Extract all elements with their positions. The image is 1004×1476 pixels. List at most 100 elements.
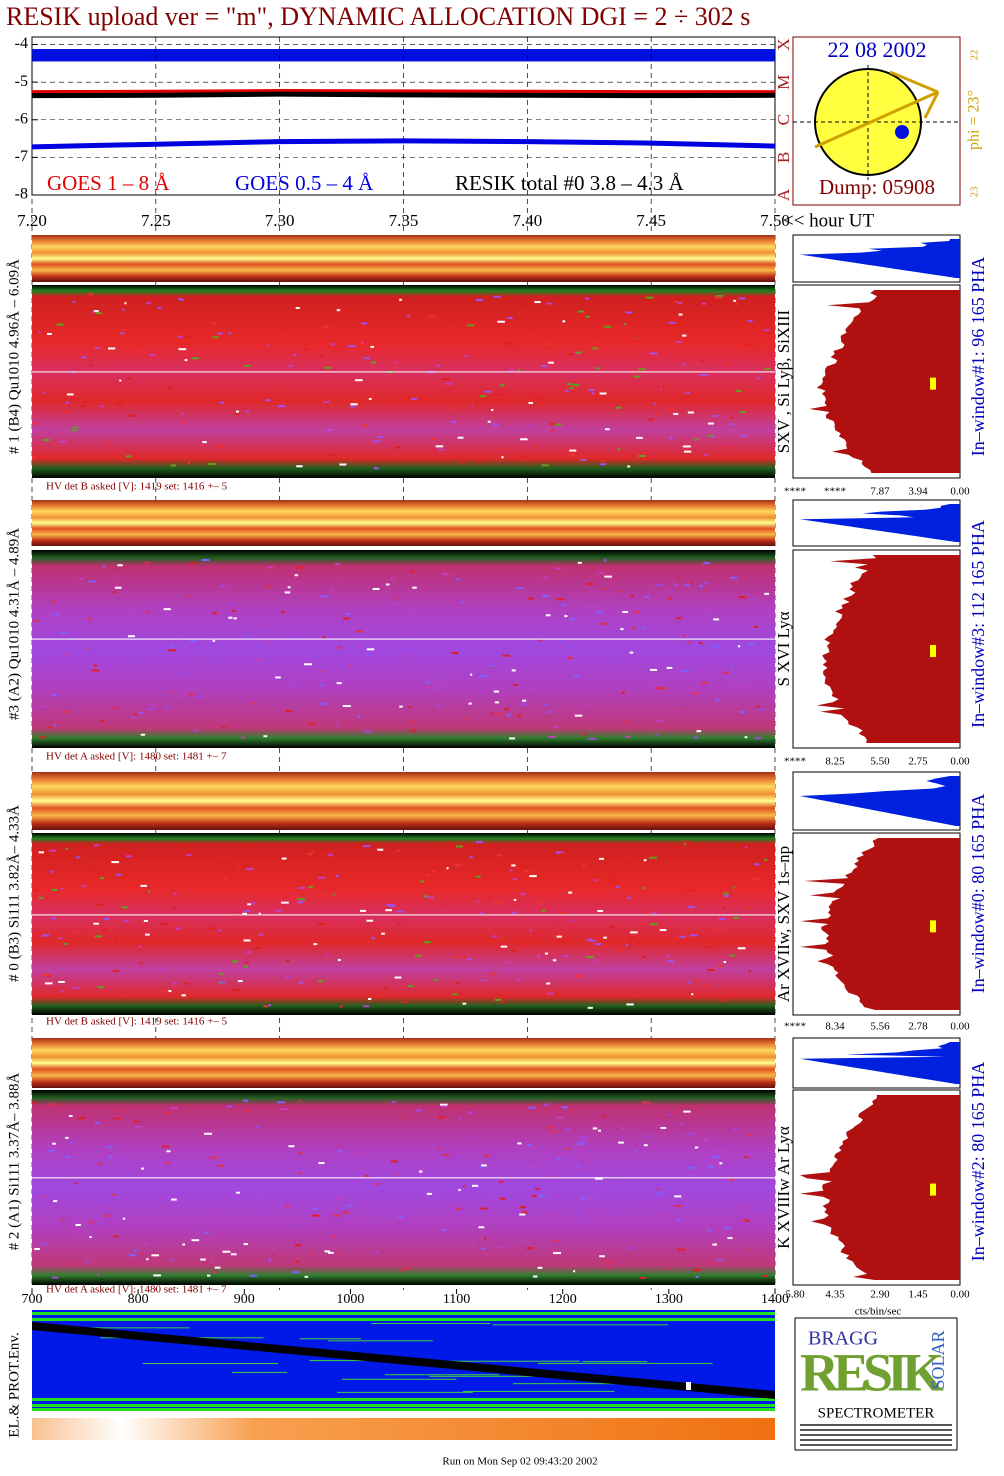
pixel: [683, 450, 692, 453]
env-band: [463, 1390, 615, 1392]
panel-label: # 0 (B3) Si111 3.82Å– 4.33Å: [6, 805, 22, 982]
pixel: [182, 1243, 186, 1246]
pixel: [56, 323, 64, 326]
pixel: [493, 295, 501, 298]
pixel: [65, 401, 69, 404]
spectrogram-strip: [32, 500, 775, 546]
pixel: [753, 877, 761, 880]
pixel: [93, 922, 99, 925]
pixel: [330, 404, 333, 407]
pixel: [582, 733, 587, 736]
pixel: [298, 1152, 303, 1155]
pixel: [554, 423, 562, 426]
pixel: [638, 455, 646, 458]
pixel: [180, 298, 184, 301]
env-band: [328, 1340, 433, 1342]
pixel: [604, 428, 610, 431]
pixel: [519, 1206, 527, 1209]
pixel: [587, 1198, 593, 1201]
pixel: [649, 912, 657, 915]
pixel: [32, 455, 36, 458]
pixel: [496, 854, 502, 857]
env-band: [299, 1338, 362, 1340]
pixel: [500, 945, 508, 948]
pixel: [530, 328, 533, 331]
pixel: [75, 1224, 81, 1227]
pixel: [413, 610, 416, 613]
pixel: [385, 583, 390, 586]
pixel: [338, 578, 343, 581]
pixel: [739, 410, 747, 413]
pixel: [598, 571, 605, 574]
pixel: [52, 441, 56, 444]
env-band: [438, 1360, 580, 1362]
pixel: [504, 708, 510, 711]
pixel: [580, 1136, 589, 1139]
pixel: [680, 707, 684, 710]
pixel: [546, 1126, 555, 1129]
pixel: [406, 314, 411, 317]
pixel: [338, 1005, 343, 1008]
pixel: [393, 361, 397, 364]
pixel: [170, 464, 177, 467]
spectrum-tick-label: 1.45: [908, 1289, 928, 1301]
pixel: [288, 684, 297, 687]
pixel: [764, 367, 771, 370]
logo-solar: SOLAR: [928, 1330, 948, 1389]
pixel: [756, 377, 761, 380]
pixel: [216, 332, 223, 335]
pixel: [143, 1243, 150, 1246]
pixel: [677, 1219, 682, 1222]
pixel: [704, 582, 709, 585]
pixel: [157, 306, 162, 309]
pixel: [455, 981, 461, 984]
pixel: [61, 1218, 65, 1221]
pixel: [672, 584, 679, 587]
pixel: [113, 1235, 119, 1238]
pixel: [263, 1005, 269, 1008]
pixel: [313, 943, 318, 946]
pixel: [545, 614, 551, 617]
env-band: [537, 1362, 713, 1364]
pixel: [740, 684, 749, 687]
pixel: [347, 345, 356, 348]
pixel: [74, 1182, 78, 1185]
window-count: In–window#0: 80 165 PHA: [968, 794, 988, 994]
pixel: [576, 1212, 585, 1215]
pixel: [41, 1243, 48, 1246]
pixel: [411, 398, 417, 401]
pixel: [733, 299, 737, 302]
pixel: [349, 665, 352, 668]
pixel: [61, 990, 64, 993]
x-axis-label: << hour UT: [783, 210, 874, 231]
pixel: [592, 392, 595, 395]
pixel: [108, 1155, 112, 1158]
pixel: [334, 1194, 339, 1197]
pixel: [443, 1153, 450, 1156]
pixel: [508, 369, 514, 372]
pixel: [697, 858, 704, 861]
pixel: [342, 617, 350, 620]
pixel: [32, 316, 38, 319]
pixel: [243, 965, 249, 968]
pixel: [737, 645, 741, 648]
pixel: [625, 735, 631, 738]
pixel: [337, 1252, 342, 1255]
pixel: [319, 327, 322, 330]
pixel: [636, 436, 643, 439]
pixel: [737, 947, 746, 950]
pixel: [377, 848, 384, 851]
pixel: [38, 896, 44, 899]
pixel: [476, 900, 480, 903]
pixel: [317, 876, 326, 879]
pixel: [70, 429, 77, 432]
pixel: [33, 657, 39, 660]
pixel: [748, 1133, 753, 1136]
pixel: [513, 898, 517, 901]
pixel: [169, 691, 173, 694]
pixel: [573, 674, 581, 677]
sun-arrow: [923, 91, 940, 119]
pixel: [565, 389, 569, 392]
pixel: [537, 954, 541, 957]
panel-label: #3 (A2) Qu1010 4.31Å – 4.89Å: [6, 528, 22, 720]
